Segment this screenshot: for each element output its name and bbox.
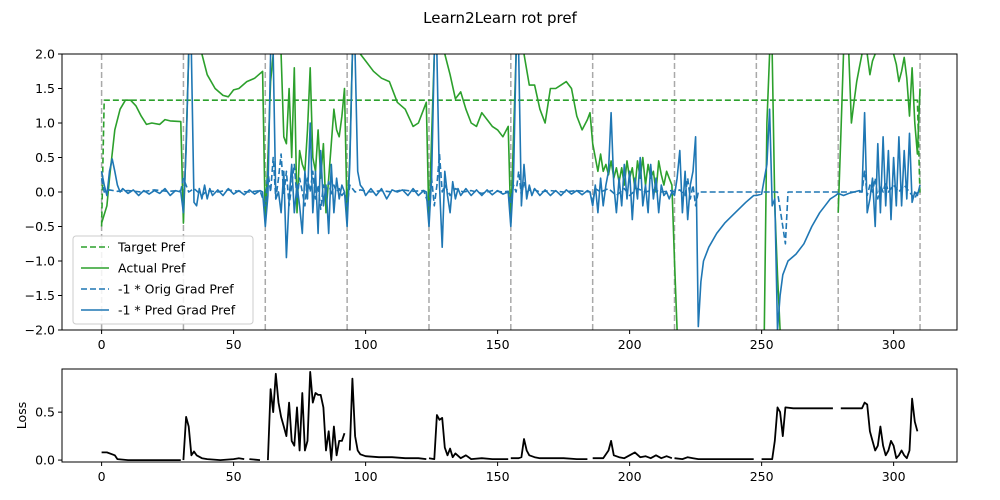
y-tick-label: 1.5: [35, 81, 55, 96]
x-tick-label: 150: [486, 337, 510, 352]
x-tick-label: 250: [750, 469, 774, 484]
y-tick-label: 0.5: [35, 405, 55, 420]
top-y-ticks: −2.0 −1.5 −1.0 −0.5 0.0 0.5 1.0 1.5 2.0: [25, 47, 62, 338]
series-line-target-pref: [100, 99, 921, 227]
y-tick-label: −1.5: [25, 288, 55, 303]
bottom-x-ticks: 0 50 100 150 200 250 300: [98, 462, 906, 484]
legend-label: Actual Pref: [118, 261, 186, 276]
y-tick-label: 0.0: [35, 453, 55, 468]
y-tick-label: −2.0: [25, 323, 55, 338]
x-tick-label: 100: [354, 469, 378, 484]
x-tick-label: 0: [98, 469, 106, 484]
x-tick-label: 100: [354, 337, 378, 352]
x-tick-label: 150: [486, 469, 510, 484]
bottom-axes: 0 50 100 150 200 250 300 0.0 0.5 Loss: [14, 368, 958, 484]
top-series-group: [100, 54, 921, 330]
x-tick-label: 50: [226, 337, 242, 352]
series-line-1-pred-grad-pref: [100, 54, 921, 330]
legend-label: -1 * Pred Grad Pref: [118, 303, 236, 318]
y-tick-label: 1.0: [35, 116, 55, 131]
y-tick-label: 0.5: [35, 150, 55, 165]
loss-axis-label: Loss: [14, 402, 29, 429]
top-axes: 0 50 100 150 200 250 300 −2.0 −1.5 −1.0 −0.5 0.0 0.…: [25, 47, 958, 352]
y-tick-label: −0.5: [25, 219, 55, 234]
x-tick-label: 300: [882, 469, 906, 484]
x-tick-label: 300: [882, 337, 906, 352]
y-tick-label: 0.0: [35, 185, 55, 200]
bottom-axes-frame: [61, 368, 958, 463]
chart-title: Learn2Learn rot pref: [423, 9, 577, 27]
x-tick-label: 200: [618, 337, 642, 352]
legend-label: Target Pref: [117, 240, 186, 255]
x-tick-label: 50: [226, 469, 242, 484]
y-tick-label: 2.0: [35, 47, 55, 62]
legend-box: [72, 235, 254, 325]
y-tick-label: −1.0: [25, 254, 55, 269]
legend-label: -1 * Orig Grad Pref: [118, 282, 234, 297]
series-line-actual-pref: [100, 54, 921, 330]
bottom-y-ticks: 0.0 0.5: [35, 405, 62, 468]
x-tick-label: 0: [98, 337, 106, 352]
loss-series-group: [101, 371, 919, 461]
x-tick-label: 250: [750, 337, 774, 352]
x-tick-label: 200: [618, 469, 642, 484]
legend: Target Pref Actual Pref -1 * Orig Grad Pre…: [72, 235, 254, 325]
loss-line: [101, 371, 919, 461]
top-x-ticks: 0 50 100 150 200 250 300: [98, 330, 906, 352]
